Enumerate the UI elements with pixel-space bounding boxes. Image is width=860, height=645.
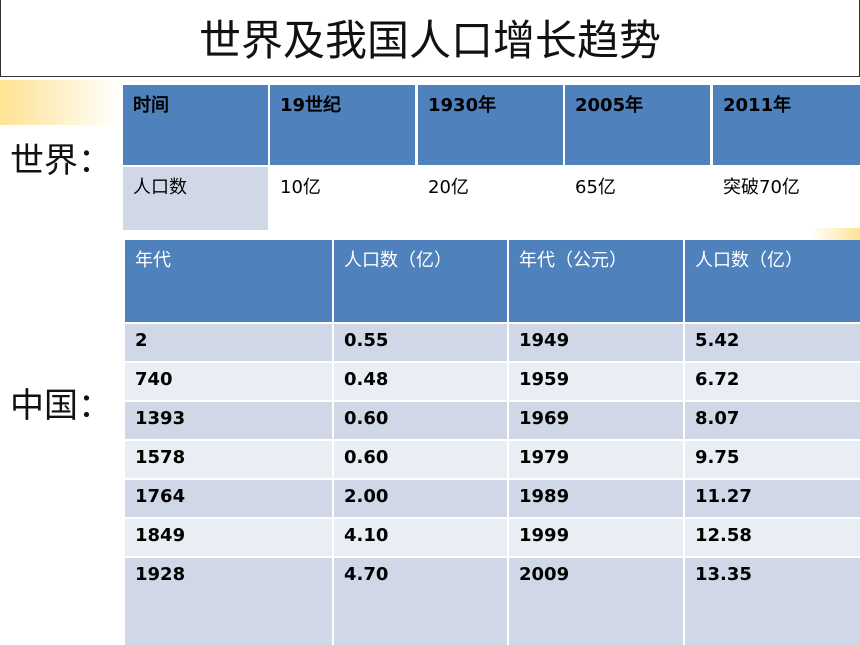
table-cell: 4.70 xyxy=(334,558,507,645)
table-cell: 1999 xyxy=(509,519,683,556)
table-cell: 1928 xyxy=(125,558,332,645)
table-cell: 13.35 xyxy=(685,558,860,645)
table-cell: 1969 xyxy=(509,402,683,439)
table-cell: 4.10 xyxy=(334,519,507,556)
table-cell: 2009 xyxy=(509,558,683,645)
header-cell: 人口数（亿） xyxy=(685,240,860,322)
table-cell: 1989 xyxy=(509,480,683,517)
table-cell: 1849 xyxy=(125,519,332,556)
table-cell: 8.07 xyxy=(685,402,860,439)
table-cell: 740 xyxy=(125,363,332,400)
title: 世界及我国人口增长趋势 xyxy=(198,16,661,65)
table-cell: 突破70亿 xyxy=(723,177,800,198)
table-cell: 12.58 xyxy=(685,519,860,556)
table-cell: 人口数 xyxy=(123,167,268,230)
header-cell: 2011年 xyxy=(713,85,860,165)
world-label: 世界： xyxy=(10,141,112,181)
table-cell: 1949 xyxy=(509,324,683,361)
header-cell: 2005年 xyxy=(565,85,710,165)
table-cell: 1393 xyxy=(125,402,332,439)
header-cell: 1930年 xyxy=(418,85,563,165)
table-cell: 9.75 xyxy=(685,441,860,478)
header-cell: 年代 xyxy=(125,240,332,322)
table-cell: 0.48 xyxy=(334,363,507,400)
table-cell: 2 xyxy=(125,324,332,361)
header-cell: 时间 xyxy=(123,85,268,165)
header-cell: 19世纪 xyxy=(270,85,415,165)
table-cell: 6.72 xyxy=(685,363,860,400)
decoration xyxy=(0,80,120,125)
china-label: 中国： xyxy=(10,386,112,426)
table-cell: 65亿 xyxy=(575,177,616,198)
table-cell: 1764 xyxy=(125,480,332,517)
table-cell: 1979 xyxy=(509,441,683,478)
table-cell: 2.00 xyxy=(334,480,507,517)
table-cell: 1959 xyxy=(509,363,683,400)
table-cell: 1578 xyxy=(125,441,332,478)
title-box xyxy=(0,0,860,77)
header-cell: 人口数（亿） xyxy=(334,240,507,322)
table-cell: 10亿 xyxy=(280,177,321,198)
table-cell: 0.55 xyxy=(334,324,507,361)
table-cell: 20亿 xyxy=(428,177,469,198)
table-cell: 0.60 xyxy=(334,402,507,439)
table-cell: 11.27 xyxy=(685,480,860,517)
table-cell: 0.60 xyxy=(334,441,507,478)
header-cell: 年代（公元） xyxy=(509,240,683,322)
table-cell: 5.42 xyxy=(685,324,860,361)
